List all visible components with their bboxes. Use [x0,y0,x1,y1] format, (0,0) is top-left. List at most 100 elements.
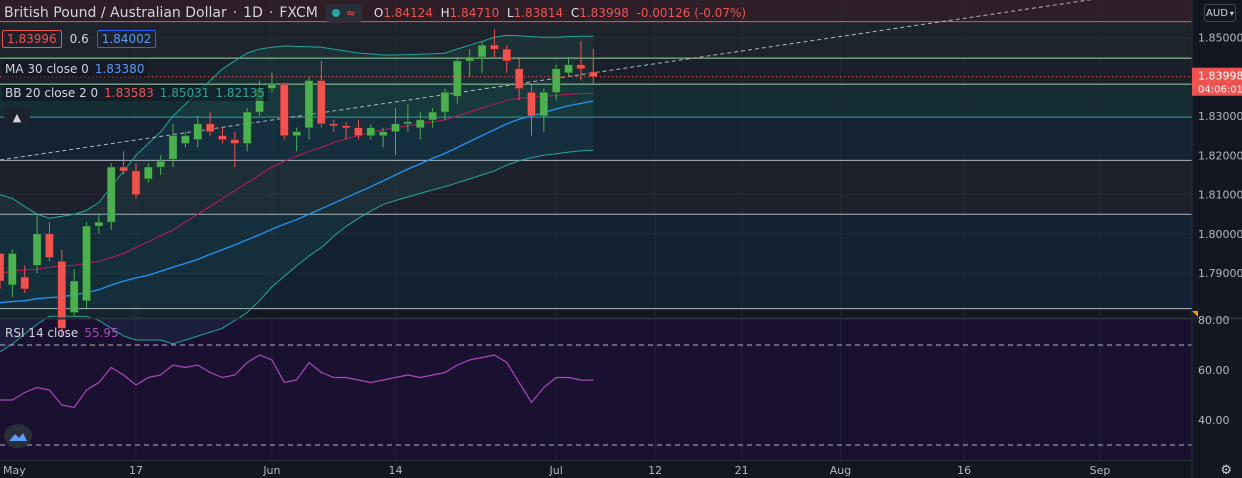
header-separator-1: · [232,5,238,21]
rsi-legend[interactable]: RSI 14 close 55.95 [2,325,122,341]
high-label: H [440,6,450,20]
candle-body[interactable] [218,135,227,140]
bollinger-lower-line [0,149,594,353]
candles[interactable] [0,29,1192,337]
alert-marker-icon [1192,311,1198,317]
bb-lower-value: 1.82135 [215,86,266,100]
open-value: 1.84124 [383,6,433,20]
time-tick-label: Jun [262,464,280,477]
candle-body[interactable] [106,166,116,223]
high-value: 1.84710 [449,6,500,20]
candle-body[interactable] [527,92,536,117]
candle-body[interactable] [329,123,338,127]
time-axis[interactable]: May 17 Jun 14 Jul 12 21 Aug 16 Sep [3,464,1110,477]
candle-body[interactable] [0,253,5,282]
price-tick-label: 1.80000 [1198,228,1242,241]
current-price-label: 1.83998 04:06:01 [1192,67,1242,317]
candle-body[interactable] [131,170,141,195]
rsi-pane [0,344,1192,446]
candle-body[interactable] [292,131,301,136]
candle-body[interactable] [391,123,400,132]
candle-body[interactable] [94,221,104,227]
market-status-pill[interactable]: ≈ [325,4,362,22]
candle-body[interactable] [242,111,252,144]
candle-body[interactable] [440,92,450,113]
candle-body[interactable] [45,233,54,258]
candle-body[interactable] [341,125,351,129]
candle-body[interactable] [490,44,499,50]
candle-body[interactable] [205,123,215,132]
market-open-icon [331,9,340,17]
candle-body[interactable] [564,64,573,73]
candle-body[interactable] [453,60,462,97]
gear-icon[interactable]: ⚙ [1220,463,1232,478]
candle-body[interactable] [317,80,326,125]
bb-upper-value: 1.85031 [159,86,210,100]
price-label-box [1192,67,1242,96]
interval-label[interactable]: 1D [243,5,263,21]
candle-body[interactable] [119,166,128,172]
candle-body[interactable] [378,131,388,136]
candle-body[interactable] [82,225,91,301]
candle-body[interactable] [69,280,79,313]
currency-button[interactable]: AUD ▾ [1204,4,1236,22]
candle-body[interactable] [168,135,178,160]
candle-body[interactable] [20,276,29,290]
candle-body[interactable] [403,121,413,125]
rsi-tick-label: 80.00 [1198,314,1230,327]
candle-body[interactable] [465,56,474,62]
currency-label: AUD [1206,7,1228,19]
candle-body[interactable] [230,139,240,144]
collapse-legend-button[interactable]: ▲ [4,108,30,126]
time-tick-label: 14 [389,464,403,477]
source-label[interactable]: FXCM [279,5,318,21]
candle-body[interactable] [589,71,598,77]
candle-body[interactable] [156,160,165,168]
time-tick-label: 12 [648,464,662,477]
sell-price-button[interactable]: 1.83996 [2,30,62,48]
candle-body[interactable] [539,92,549,117]
time-tick-label: Sep [1090,464,1111,477]
ma-legend[interactable]: MA 30 close 0 1.83380 [2,61,148,77]
candle-body[interactable] [514,68,524,89]
candle-body[interactable] [477,44,487,58]
candle-body[interactable] [280,84,289,136]
candle-body[interactable] [415,119,425,129]
price-zone [0,0,1192,22]
price-tick-label: 1.82000 [1198,149,1242,162]
time-tick-label: Jul [549,464,563,477]
price-tick-label: 1.81000 [1198,189,1242,202]
rsi-line [0,354,594,409]
symbol-title[interactable]: British Pound / Australian Dollar [4,5,227,21]
trendline-line[interactable] [0,0,1236,161]
candle-body[interactable] [428,111,437,121]
tradingview-logo-icon[interactable] [4,424,32,448]
candle-body[interactable] [354,127,363,136]
candle-body[interactable] [267,84,277,89]
candle-body[interactable] [8,253,17,286]
time-tick-label: 21 [735,464,749,477]
candle-body[interactable] [193,123,203,140]
candle-body[interactable] [304,80,314,129]
candle-body[interactable] [502,48,512,62]
candle-body[interactable] [57,261,67,329]
price-tick-label: 1.79000 [1198,267,1242,280]
chart-header: British Pound / Australian Dollar · 1D ·… [0,2,746,24]
buy-price-button[interactable]: 1.84002 [96,30,157,48]
candle-body[interactable] [366,127,376,136]
rsi-tick-label: 60.00 [1198,364,1230,377]
spread-value: 0.6 [69,32,89,46]
candle-body[interactable] [576,64,586,70]
candle-body[interactable] [32,233,42,266]
candle-body[interactable] [181,135,190,144]
rsi-pane-background [0,319,1192,460]
change-value: -0.00126 (-0.07%) [636,6,747,20]
candle-body[interactable] [551,68,561,93]
bid-ask-row: 1.83996 0.6 1.84002 [2,30,157,48]
bb-legend[interactable]: BB 20 close 2 0 1.83583 1.85031 1.82135 [2,85,269,101]
candle-body[interactable] [144,166,153,180]
ohlc-readout: O1.84124 H1.84710 L1.83814 C1.83998 -0.0… [374,6,746,20]
price-zone [0,58,1192,85]
trendline[interactable] [0,0,1236,161]
